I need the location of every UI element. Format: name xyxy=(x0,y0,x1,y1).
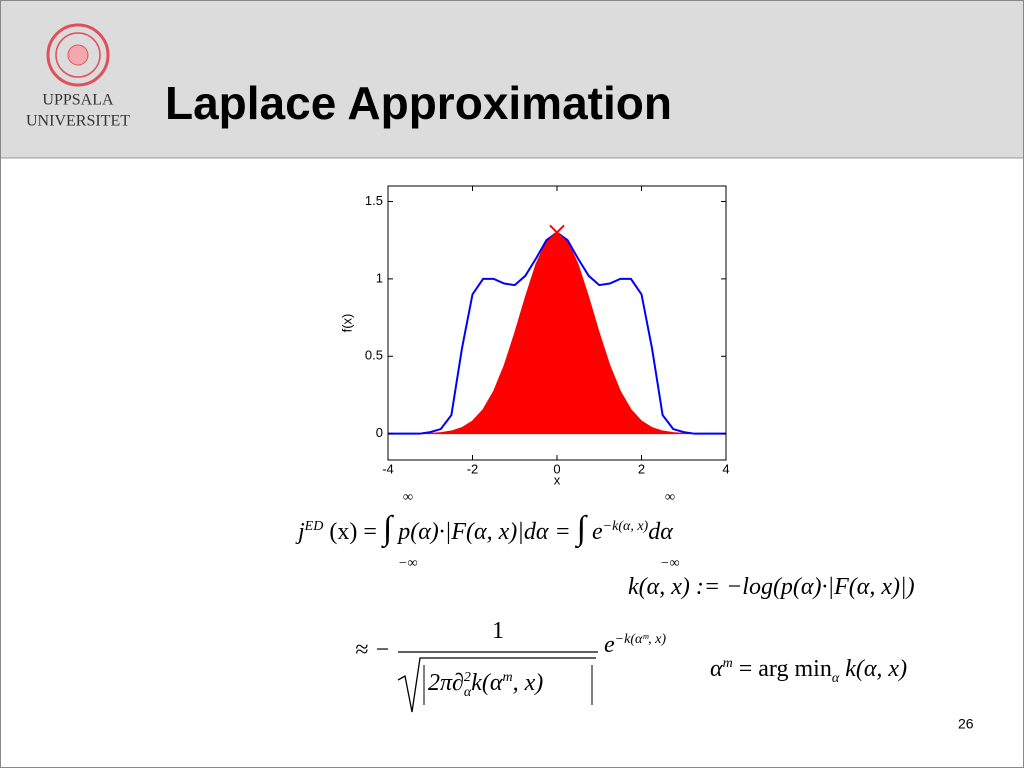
eq-part: k(α xyxy=(471,670,503,696)
eq-denominator: 2π∂2αk(αm, x) xyxy=(428,670,543,701)
sqrt-sign xyxy=(397,657,596,713)
logo-text: UNIVERSITET xyxy=(26,113,130,130)
eq-sup: 2 xyxy=(463,670,471,685)
eq-part: dα xyxy=(648,519,673,545)
logo-text: UPPSALA xyxy=(42,92,114,109)
y-tick-label: 0 xyxy=(376,425,383,440)
integral-upper: ∞ xyxy=(403,490,413,505)
slide-title: Laplace Approximation xyxy=(165,77,672,129)
y-tick-label: 1 xyxy=(376,270,383,285)
eq-sup: −k(αᵐ, x) xyxy=(614,632,667,647)
y-axis-label: f(x) xyxy=(339,314,354,333)
equation: e−k(αᵐ, x) xyxy=(604,632,666,659)
equation: jED (x) = ∫ p(α)·|F(α, x)|dα = ∫ e−k(α, … xyxy=(298,510,673,548)
x-axis-label: x xyxy=(554,472,561,487)
eq-sub: α xyxy=(463,684,472,700)
x-tick-label: -4 xyxy=(382,461,394,476)
logo xyxy=(46,23,110,87)
eq-part: e xyxy=(592,519,603,545)
eq-part: (x) = xyxy=(329,519,377,545)
x-tick-label: 0 xyxy=(553,461,560,476)
eq-part: 2π∂ xyxy=(428,670,464,696)
eq-sup: ED xyxy=(304,519,324,534)
integral-lower: −∞ xyxy=(660,556,680,571)
x-tick-label: -2 xyxy=(467,461,479,476)
equation: αm = arg minα k(α, x) xyxy=(710,656,907,687)
y-tick-label: 0.5 xyxy=(365,348,383,363)
page-number: 26 xyxy=(958,716,974,732)
integral-lower: −∞ xyxy=(398,556,418,571)
eq-sup: m xyxy=(502,670,513,685)
eq-part: e xyxy=(604,632,615,658)
x-tick-label: 4 xyxy=(722,461,729,476)
eq-part: k(α, x) xyxy=(845,656,908,682)
eq-part: = arg min xyxy=(738,656,832,682)
eq-part: p(α)·|F(α, x)|dα = xyxy=(398,519,571,545)
header-band xyxy=(1,1,1023,158)
integral-sign: ∫ xyxy=(576,510,586,547)
eq-part: , x) xyxy=(512,670,544,696)
eq-sup: m xyxy=(722,656,733,671)
peak-marker xyxy=(549,224,565,241)
eq-sup: −k(α, x) xyxy=(602,519,649,534)
y-tick-label: 1.5 xyxy=(365,193,383,208)
eq-part: ≈ − xyxy=(355,637,391,663)
integral-upper: ∞ xyxy=(665,490,675,505)
eq-sub: α xyxy=(831,670,840,686)
integral-sign: ∫ xyxy=(382,510,393,547)
eq-part: α xyxy=(710,656,723,682)
equation: k(α, x) := −log(p(α)·|F(α, x)|) xyxy=(628,574,915,600)
x-tick-label: 2 xyxy=(638,461,645,476)
eq-part: j xyxy=(298,519,305,545)
eq-numerator: 1 xyxy=(492,618,504,644)
